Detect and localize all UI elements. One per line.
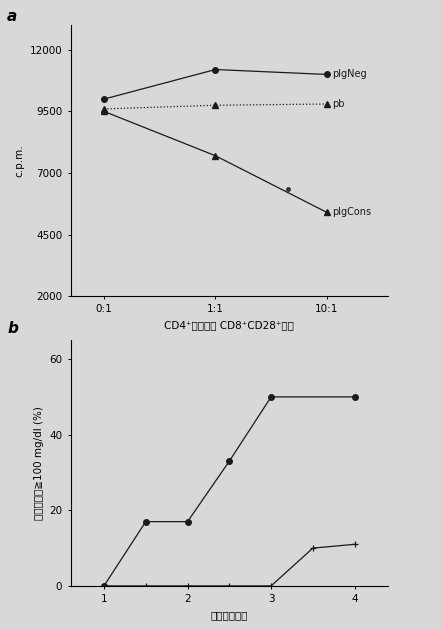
X-axis label: CD4⁺に対する CD8⁺CD28⁺の比: CD4⁺に対する CD8⁺CD28⁺の比	[164, 320, 294, 330]
Y-axis label: タンパク尿≧100 mg/dl (%): タンパク尿≧100 mg/dl (%)	[34, 406, 44, 520]
Y-axis label: c.p.m.: c.p.m.	[14, 144, 24, 177]
X-axis label: 移入後の月数: 移入後の月数	[210, 610, 248, 620]
Text: a: a	[7, 9, 17, 24]
Text: plgNeg: plgNeg	[333, 69, 367, 79]
Text: plgCons: plgCons	[333, 207, 371, 217]
Text: b: b	[7, 321, 18, 336]
Text: pb: pb	[333, 99, 345, 109]
